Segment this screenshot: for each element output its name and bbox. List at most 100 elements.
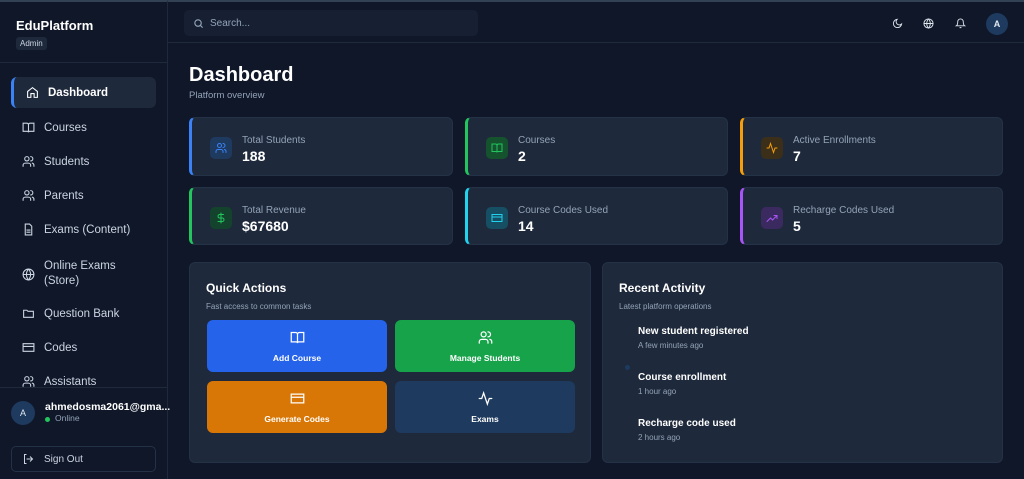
icon — [478, 390, 492, 406]
activity-dot — [625, 365, 630, 370]
stat-icon — [761, 207, 783, 229]
nav-label: Parents — [44, 189, 84, 202]
icon — [766, 142, 778, 154]
stat-card: Recharge Codes Used 5 — [740, 187, 1003, 245]
action-button[interactable]: Generate Codes — [207, 381, 387, 433]
icon — [24, 223, 33, 236]
stat-value: 188 — [242, 148, 266, 164]
stat-icon — [210, 207, 232, 229]
nav-label: Dashboard — [48, 86, 109, 99]
theme-toggle[interactable] — [892, 18, 903, 29]
nav-item[interactable]: Question Bank — [11, 298, 156, 329]
sign-out[interactable]: Sign Out — [11, 446, 156, 472]
language[interactable] — [923, 18, 934, 29]
action-label: Manage Students — [449, 352, 521, 363]
sidebar: EduPlatform Admin Dashboard Courses Studen… — [0, 0, 171, 479]
stat-label: Active Enrollments — [793, 135, 876, 146]
icon — [215, 142, 227, 153]
user-name: ahmedosma2061@gma... — [45, 401, 171, 413]
top-avatar[interactable]: A — [986, 13, 1008, 35]
icon — [24, 454, 34, 464]
quick-actions: Quick Actions Fast access to common task… — [189, 262, 591, 463]
icon — [217, 212, 225, 224]
stat-label: Courses — [518, 135, 556, 146]
nav-item[interactable]: Students — [11, 146, 156, 177]
nav-item[interactable]: Codes — [11, 332, 156, 363]
stat-value: 14 — [518, 218, 534, 234]
action-button[interactable]: Add Course — [207, 320, 387, 372]
nav-label: Courses — [44, 121, 87, 134]
icon — [290, 331, 304, 343]
stat-value: $67680 — [242, 218, 289, 234]
notifications[interactable] — [955, 18, 966, 29]
activity-title: Recharge code used — [638, 418, 736, 429]
icon — [22, 156, 35, 167]
action-label: Add Course — [272, 352, 322, 363]
stat-card: Course Codes Used 14 — [465, 187, 728, 245]
nav-label: Question Bank — [44, 307, 120, 320]
activity-time: 1 hour ago — [638, 387, 677, 396]
stat-card: Total Students 188 — [189, 117, 453, 176]
recent-activity: Recent Activity Latest platform operatio… — [602, 262, 1003, 463]
nav-item[interactable]: Dashboard — [11, 77, 156, 108]
icon — [766, 215, 778, 222]
page-subtitle: Platform overview — [189, 90, 265, 101]
activity-time: 2 hours ago — [638, 433, 681, 442]
stat-icon — [486, 207, 508, 229]
stat-label: Recharge Codes Used — [793, 205, 895, 216]
role-badge: Admin — [16, 37, 47, 50]
nav-label: Exams (Content) — [44, 223, 131, 236]
stat-icon — [761, 137, 783, 159]
stat-label: Total Students — [242, 135, 306, 146]
icon — [491, 214, 503, 222]
action-button[interactable]: Exams — [395, 381, 575, 433]
activity-title: New student registered — [638, 326, 749, 337]
divider — [0, 387, 167, 388]
activity-title: Course enrollment — [638, 372, 727, 383]
stat-value: 5 — [793, 218, 801, 234]
stat-label: Total Revenue — [242, 205, 306, 216]
nav-label: Assistants — [44, 375, 97, 388]
action-button[interactable]: Manage Students — [395, 320, 575, 372]
nav-item[interactable]: Parents — [11, 180, 156, 211]
icon — [23, 309, 34, 318]
nav-label: Students — [44, 155, 90, 168]
icon — [491, 143, 503, 153]
stat-card: Active Enrollments 7 — [740, 117, 1003, 176]
stat-value: 2 — [518, 148, 526, 164]
stat-value: 7 — [793, 148, 801, 164]
icon — [22, 343, 35, 352]
brand: EduPlatform — [16, 18, 94, 33]
nav-item[interactable]: Exams (Content) — [11, 214, 156, 245]
stat-card: Courses 2 — [465, 117, 728, 176]
icon — [194, 18, 204, 28]
panel-title: Quick Actions — [206, 281, 287, 295]
icon — [22, 122, 35, 133]
nav-item[interactable]: Assistants — [11, 366, 156, 397]
panel-title: Recent Activity — [619, 281, 706, 295]
icon — [22, 376, 35, 387]
status-dot — [45, 417, 50, 422]
icon — [22, 190, 35, 201]
stat-icon — [486, 137, 508, 159]
icon — [22, 268, 35, 281]
stat-label: Course Codes Used — [518, 205, 609, 216]
topbar: Search... A — [168, 0, 1024, 43]
stat-icon — [210, 137, 232, 159]
sign-out-label: Sign Out — [44, 453, 83, 465]
search[interactable]: Search... — [184, 10, 478, 36]
stat-card: Total Revenue $67680 — [189, 187, 453, 245]
icon — [478, 330, 492, 344]
action-label: Generate Codes — [264, 413, 330, 424]
nav-item[interactable]: Courses — [11, 112, 156, 143]
user-avatar: A — [11, 401, 35, 425]
panel-subtitle: Latest platform operations — [619, 302, 712, 311]
activity-time: A few minutes ago — [638, 341, 704, 350]
search-placeholder: Search... — [210, 17, 251, 29]
action-label: Exams — [471, 413, 499, 424]
divider — [0, 62, 167, 63]
icon — [290, 393, 304, 403]
nav-item[interactable]: Online Exams (Store) — [11, 253, 156, 295]
nav-label: Online Exams (Store) — [44, 260, 116, 287]
user-status: Online — [55, 413, 80, 423]
